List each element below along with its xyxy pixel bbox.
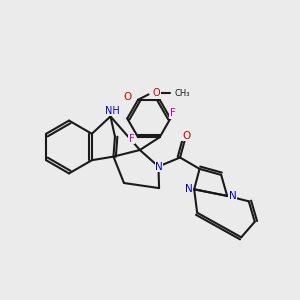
Text: F: F: [170, 108, 176, 118]
Text: N: N: [229, 191, 236, 201]
Text: O: O: [182, 130, 190, 141]
Text: O: O: [123, 92, 132, 102]
Text: NH: NH: [105, 106, 119, 116]
Text: N: N: [155, 161, 163, 172]
Text: CH₃: CH₃: [175, 89, 190, 98]
Text: F: F: [128, 134, 134, 144]
Text: O: O: [153, 88, 160, 98]
Text: N: N: [185, 184, 193, 194]
